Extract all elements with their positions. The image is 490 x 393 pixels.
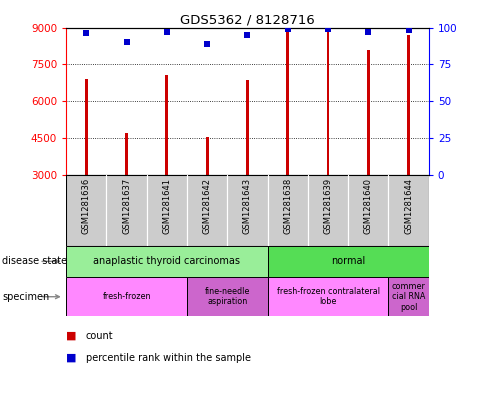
Text: fine-needle
aspiration: fine-needle aspiration [205, 287, 250, 307]
Text: GSM1281644: GSM1281644 [404, 178, 413, 234]
Bar [206, 137, 209, 175]
Bar [268, 246, 429, 277]
Bar [125, 133, 128, 175]
Bar [389, 277, 429, 316]
Bar [106, 175, 147, 246]
Point [244, 32, 251, 38]
Bar [85, 79, 88, 175]
Bar [268, 175, 308, 246]
Point [324, 26, 332, 32]
Bar [66, 246, 268, 277]
Text: disease state: disease state [2, 256, 68, 266]
Text: ■: ■ [66, 331, 76, 341]
Text: specimen: specimen [2, 292, 49, 302]
Bar [389, 175, 429, 246]
Bar [187, 277, 268, 316]
Text: GSM1281639: GSM1281639 [323, 178, 333, 234]
Bar [268, 277, 389, 316]
Bar [308, 175, 348, 246]
Text: commer
cial RNA
pool: commer cial RNA pool [392, 282, 425, 312]
Point [365, 29, 372, 35]
Text: GSM1281641: GSM1281641 [162, 178, 171, 234]
Bar [147, 175, 187, 246]
Point [82, 30, 90, 37]
Bar [367, 50, 370, 175]
Text: fresh-frozen: fresh-frozen [102, 292, 151, 301]
Text: GSM1281643: GSM1281643 [243, 178, 252, 234]
Text: GSM1281640: GSM1281640 [364, 178, 373, 234]
Bar [227, 175, 268, 246]
Text: GSM1281636: GSM1281636 [82, 178, 91, 234]
Bar [166, 75, 168, 175]
Bar [286, 29, 289, 175]
Point [122, 39, 130, 45]
Point [284, 26, 292, 32]
Bar [66, 175, 106, 246]
Text: fresh-frozen contralateral
lobe: fresh-frozen contralateral lobe [276, 287, 380, 307]
Bar [246, 80, 249, 175]
Point [203, 40, 211, 47]
Title: GDS5362 / 8128716: GDS5362 / 8128716 [180, 13, 315, 26]
Text: GSM1281638: GSM1281638 [283, 178, 292, 234]
Bar [187, 175, 227, 246]
Point [163, 29, 171, 35]
Text: normal: normal [331, 256, 366, 266]
Text: count: count [86, 331, 113, 341]
Bar [327, 29, 329, 175]
Text: ■: ■ [66, 353, 76, 363]
Point [405, 27, 413, 33]
Bar [407, 35, 410, 175]
Text: GSM1281642: GSM1281642 [203, 178, 212, 234]
Text: anaplastic thyroid carcinomas: anaplastic thyroid carcinomas [94, 256, 241, 266]
Text: percentile rank within the sample: percentile rank within the sample [86, 353, 251, 363]
Bar [66, 277, 187, 316]
Bar [348, 175, 389, 246]
Text: GSM1281637: GSM1281637 [122, 178, 131, 234]
